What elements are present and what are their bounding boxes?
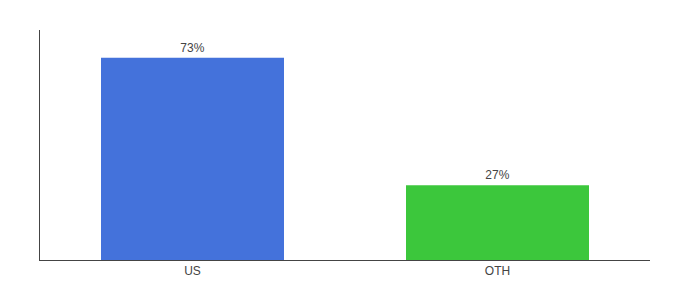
svg-text:73%: 73% <box>180 41 204 55</box>
svg-text:US: US <box>184 264 201 278</box>
svg-text:OTH: OTH <box>485 264 510 278</box>
svg-text:27%: 27% <box>485 168 509 182</box>
